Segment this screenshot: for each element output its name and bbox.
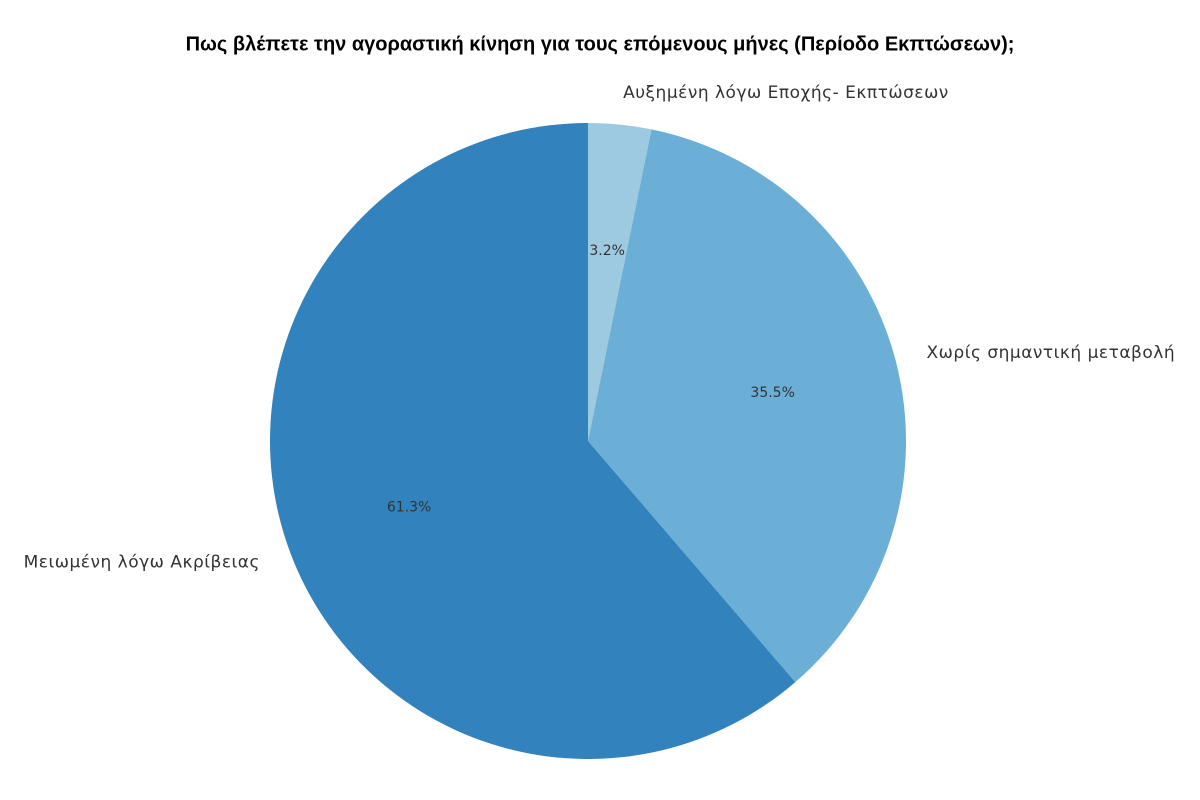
pie-slice	[588, 129, 907, 683]
slice-label: Αυξημένη λόγω Εποχής- Εκπτώσεων	[623, 83, 949, 103]
slice-label: Χωρίς σημαντική μεταβολή	[927, 343, 1176, 363]
slice-label: Μειωμένη λόγω Ακρίβειας	[24, 553, 260, 573]
value-label: 35.5%	[750, 385, 794, 401]
value-label: 3.2%	[589, 243, 625, 259]
pie-slice	[588, 123, 652, 441]
value-label: 61.3%	[387, 499, 431, 515]
chart-title: Πως βλέπετε την αγοραστική κίνηση για το…	[186, 33, 1015, 55]
pie-slice	[270, 123, 796, 759]
